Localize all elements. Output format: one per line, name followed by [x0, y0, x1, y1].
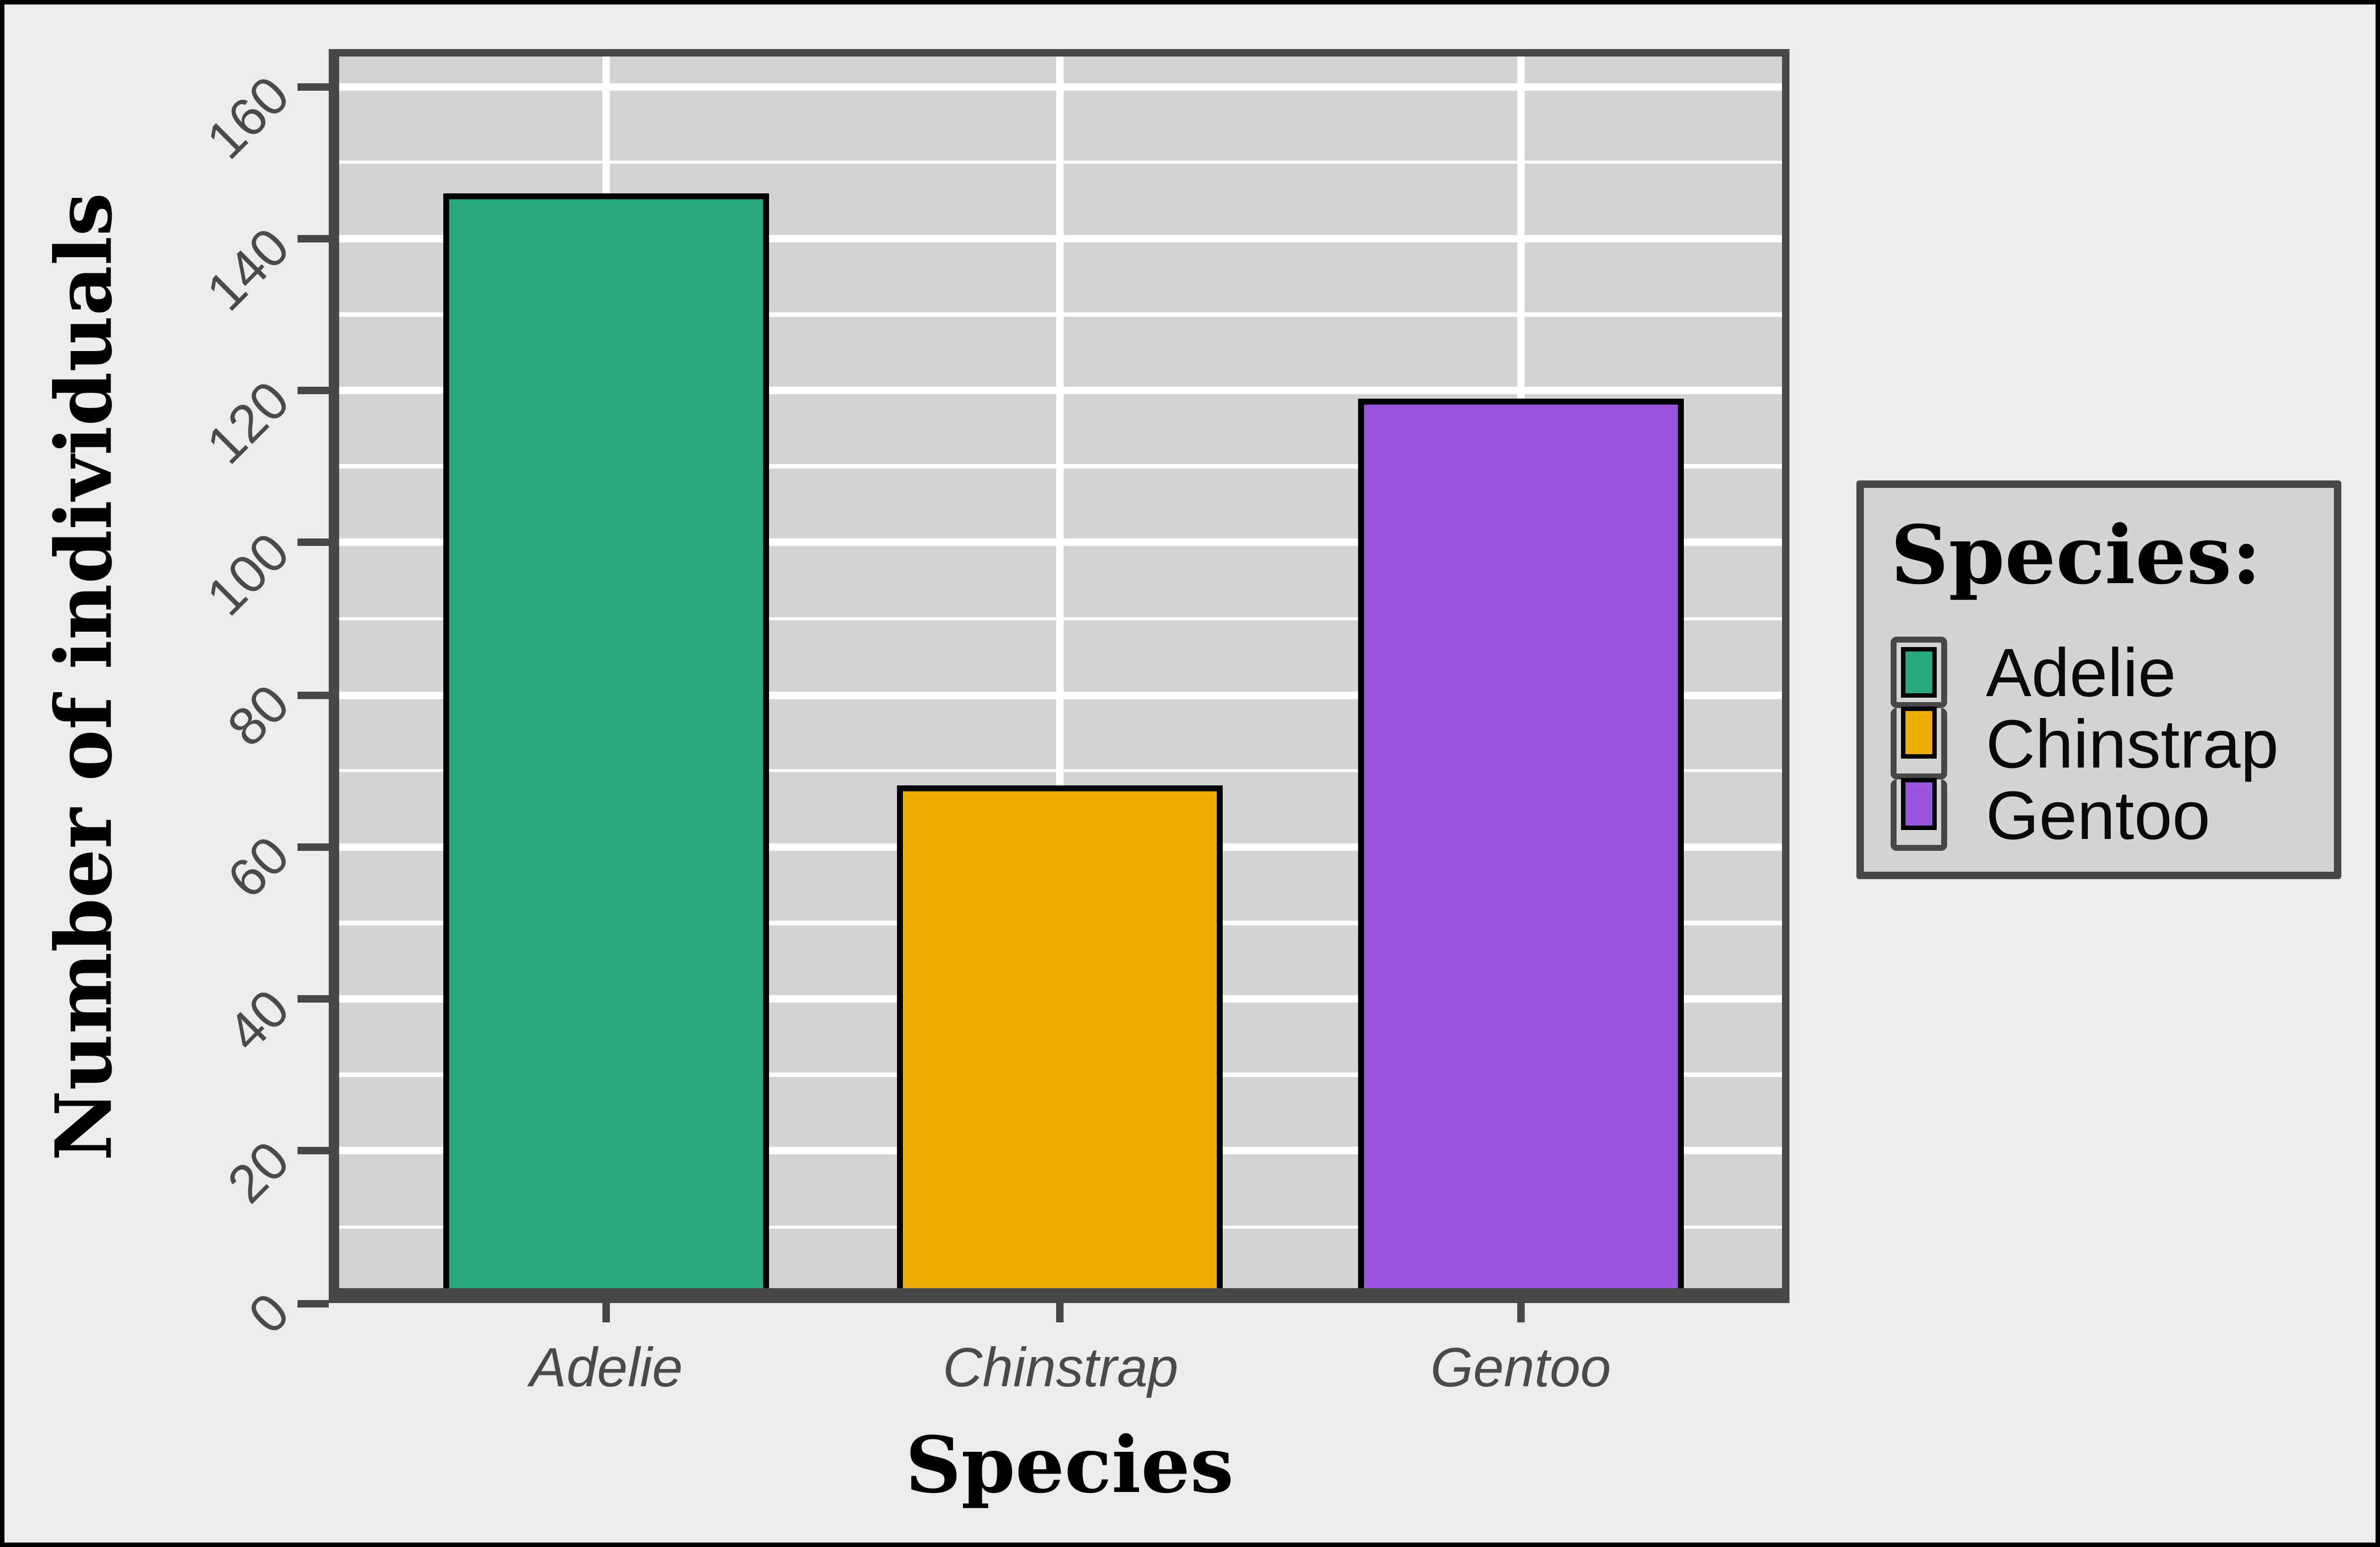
x-tick-label-gentoo: Gentoo: [1430, 1337, 1611, 1398]
y-tick-label-80: 80: [215, 672, 301, 758]
y-tick-60: [298, 843, 329, 851]
y-tick-label-140: 140: [194, 216, 301, 323]
y-tick-40: [298, 995, 329, 1003]
y-tick-label-160: 160: [194, 64, 301, 171]
x-tick-label-adelie: Adelie: [530, 1337, 683, 1398]
y-tick-140: [298, 235, 329, 242]
y-tick-0: [298, 1299, 329, 1307]
bar-adelie: [443, 192, 770, 1303]
plot-panel: [329, 49, 1789, 1303]
y-tick-120: [298, 387, 329, 394]
legend-label-gentoo: Gentoo: [1986, 776, 2210, 854]
legend-swatch-gentoo: [1901, 778, 1937, 830]
x-axis-title: Species: [905, 1421, 1234, 1511]
legend-label-adelie: Adelie: [1986, 634, 2176, 711]
y-tick-label-40: 40: [215, 976, 301, 1062]
y-tick-label-60: 60: [215, 825, 301, 910]
panel-border-top: [329, 49, 1789, 57]
legend-box: Species: Adelie Chinstrap Gentoo: [1856, 480, 2341, 879]
panel-border-right: [1782, 49, 1789, 1303]
y-tick-label-20: 20: [215, 1129, 301, 1214]
legend-swatch-chinstrap: [1901, 707, 1937, 759]
legend-swatch-adelie: [1901, 647, 1937, 698]
y-axis-title: Number of individuals: [39, 192, 130, 1161]
legend-title: Species:: [1891, 507, 2261, 602]
x-tick-label-chinstrap: Chinstrap: [943, 1337, 1179, 1398]
x-tick-adelie: [602, 1303, 610, 1322]
legend-key-chinstrap: [1891, 707, 1947, 779]
x-axis-line: [329, 1288, 1789, 1303]
y-tick-label-120: 120: [194, 368, 301, 475]
y-axis-line: [329, 49, 339, 1303]
bar-chinstrap: [897, 786, 1224, 1303]
y-tick-label-0: 0: [236, 1281, 301, 1345]
y-tick-label-100: 100: [194, 520, 301, 627]
x-tick-chinstrap: [1057, 1303, 1065, 1322]
x-tick-gentoo: [1517, 1303, 1525, 1322]
legend-label-chinstrap: Chinstrap: [1986, 705, 2279, 782]
y-tick-160: [298, 82, 329, 90]
legend-key-gentoo: [1891, 778, 1947, 851]
legend-key-adelie: [1891, 637, 1947, 708]
y-tick-80: [298, 691, 329, 699]
y-tick-100: [298, 538, 329, 546]
bar-gentoo: [1358, 398, 1684, 1303]
y-tick-20: [298, 1147, 329, 1155]
